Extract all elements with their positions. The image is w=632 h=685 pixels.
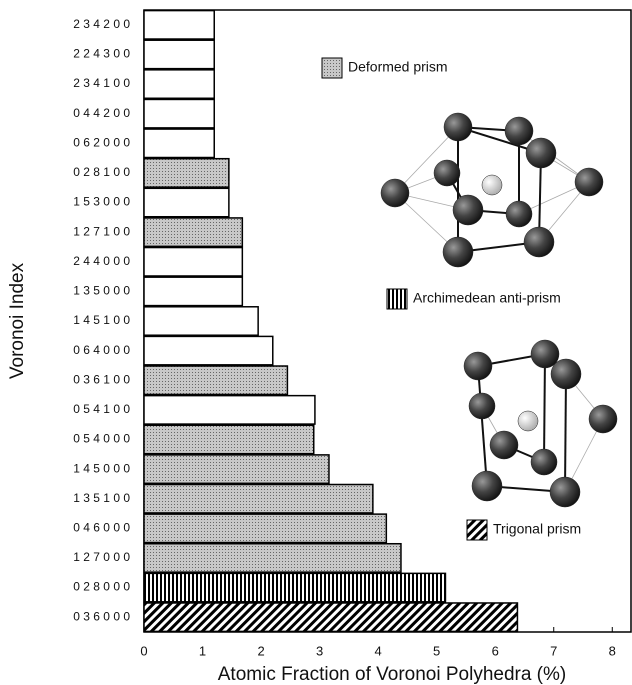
- y-tick-label: 0 2 8 1 0 0: [73, 165, 130, 179]
- bar: [144, 455, 329, 483]
- x-tick-label: 7: [550, 643, 557, 658]
- x-tick-label: 4: [375, 643, 382, 658]
- legend-swatch: [387, 289, 407, 309]
- legend-label: Deformed prism: [348, 59, 448, 75]
- bar: [144, 99, 214, 127]
- bar: [144, 336, 273, 364]
- bar: [144, 307, 258, 335]
- bar: [144, 248, 242, 276]
- x-tick-label: 1: [199, 643, 206, 658]
- bar: [144, 603, 517, 631]
- bar: [144, 70, 214, 98]
- y-tick-label: 2 3 4 2 0 0: [73, 17, 130, 31]
- x-tick-label: 2: [257, 643, 264, 658]
- y-tick-label: 0 4 6 0 0 0: [73, 521, 130, 535]
- bar: [144, 40, 214, 68]
- structure-illustrations: [381, 113, 617, 507]
- molecule-2: [464, 340, 617, 507]
- y-tick-label: 1 5 3 0 0 0: [73, 195, 130, 209]
- x-tick-label: 8: [609, 643, 616, 658]
- bar: [144, 544, 401, 572]
- x-tick-label: 0: [140, 643, 147, 658]
- chart: Voronoi Index Atomic Fraction of Voronoi…: [0, 0, 632, 685]
- bar: [144, 159, 229, 187]
- y-tick-label: 2 3 4 1 0 0: [73, 76, 130, 90]
- y-tick-label: 2 4 4 0 0 0: [73, 254, 130, 268]
- y-tick-label: 1 2 7 0 0 0: [73, 550, 130, 564]
- y-axis-title: Voronoi Index: [7, 262, 28, 379]
- y-tick-label: 1 3 5 0 0 0: [73, 284, 130, 298]
- y-tick-label: 0 2 8 0 0 0: [73, 580, 130, 594]
- bar: [144, 514, 386, 542]
- legend-swatch: [322, 58, 342, 78]
- y-tick-label: 0 6 2 0 0 0: [73, 135, 130, 149]
- legend-label: Archimedean anti-prism: [413, 290, 561, 306]
- y-tick-label: 2 2 4 3 0 0: [73, 47, 130, 61]
- x-axis-title: Atomic Fraction of Voronoi Polyhedra (%): [218, 664, 567, 685]
- bar: [144, 218, 242, 246]
- y-tick-label: 0 5 4 0 0 0: [73, 432, 130, 446]
- bar: [144, 11, 214, 39]
- y-tick-label: 0 5 4 1 0 0: [73, 402, 130, 416]
- legend-label: Trigonal prism: [493, 521, 581, 537]
- bar: [144, 129, 214, 157]
- y-tick-label: 0 3 6 0 0 0: [73, 609, 130, 623]
- bar: [144, 484, 373, 512]
- bar: [144, 366, 287, 394]
- bar: [144, 425, 314, 453]
- x-tick-label: 3: [316, 643, 323, 658]
- y-tick-label: 1 4 5 0 0 0: [73, 461, 130, 475]
- y-tick-label: 0 6 4 0 0 0: [73, 343, 130, 357]
- molecule-1: [381, 113, 603, 267]
- bar: [144, 573, 445, 601]
- page: Voronoi Index Atomic Fraction of Voronoi…: [0, 0, 632, 685]
- y-tick-label: 1 2 7 1 0 0: [73, 224, 130, 238]
- bar: [144, 277, 242, 305]
- x-tick-label: 5: [433, 643, 440, 658]
- y-tick-label: 0 4 4 2 0 0: [73, 106, 130, 120]
- bar: [144, 396, 315, 424]
- y-tick-label: 0 3 6 1 0 0: [73, 372, 130, 386]
- x-tick-label: 6: [492, 643, 499, 658]
- y-tick-label: 1 3 5 1 0 0: [73, 491, 130, 505]
- y-tick-label: 1 4 5 1 0 0: [73, 313, 130, 327]
- legend-swatch: [467, 520, 487, 540]
- bar: [144, 188, 229, 216]
